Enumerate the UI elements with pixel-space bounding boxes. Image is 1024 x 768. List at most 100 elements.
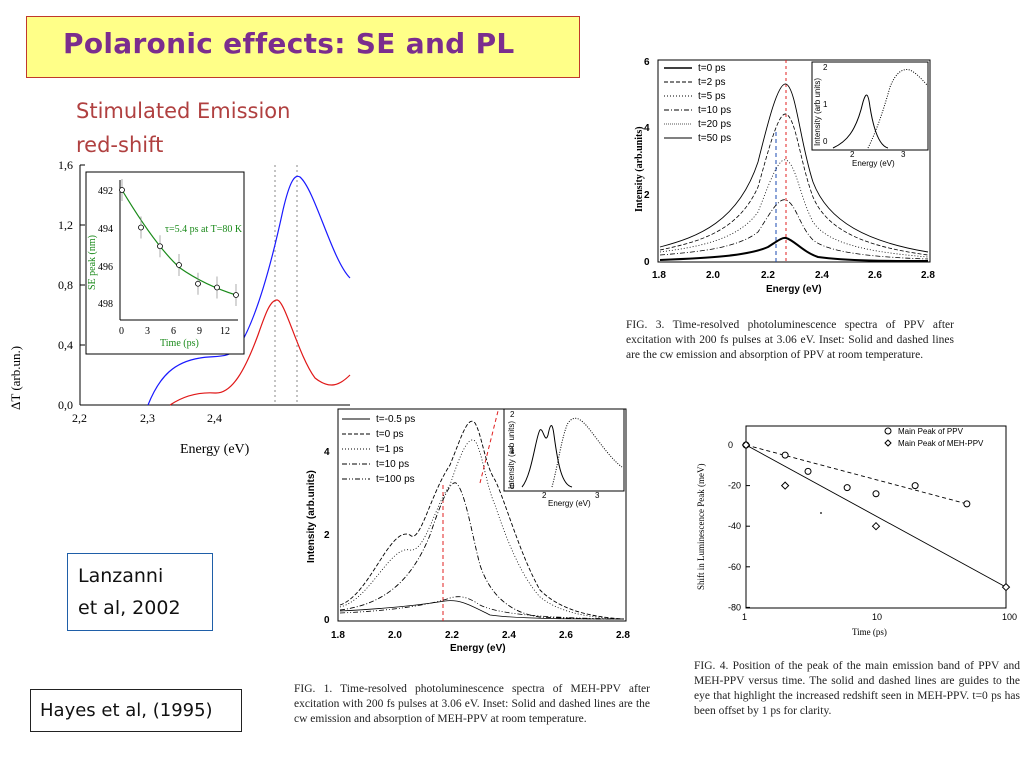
- inset-ytick: 496: [98, 262, 113, 273]
- fig1-curve-3: [339, 482, 625, 620]
- fig3-curve-5: [659, 236, 929, 262]
- fig1-ylabel: Intensity (arb.units): [306, 470, 317, 563]
- inset-point: [157, 243, 163, 250]
- xtick: 2,3: [140, 411, 155, 425]
- fig3-ytick: 6: [644, 57, 650, 68]
- fig3-inset-emission: [832, 94, 889, 149]
- se-chart-xticks: 2,2 2,3 2,4: [72, 411, 222, 425]
- inset-annotation: τ=5.4 ps at T=80 K: [165, 224, 243, 235]
- inset-xtick: 3: [145, 326, 150, 337]
- fig4-plot: [741, 440, 1011, 592]
- fig3-ytick: 4: [644, 123, 650, 134]
- fig1-xtick: 2.6: [559, 630, 573, 641]
- fig4-ppv-guide: [745, 444, 967, 505]
- subtitle-line-2: red-shift: [76, 133, 164, 157]
- fig3-ytick: 0: [644, 257, 650, 268]
- fig1-caption: FIG. 1. Time-resolved photoluminescence …: [294, 683, 650, 725]
- fig1-inset-xtick: 2: [542, 491, 547, 500]
- fig4-xtick: 100: [1002, 612, 1017, 622]
- inset-ytick: 492: [98, 186, 113, 197]
- fig3-inset-xtick: 2: [850, 150, 855, 159]
- fig1-inset-ylabel: Intensity (arb units): [507, 421, 516, 489]
- fig1-legend-2: t=1 ps: [376, 444, 404, 455]
- fig4-chart: Shift in Luminescence Peak (meV) 1 10 100 0…: [696, 425, 1017, 637]
- se-red-curve: [169, 299, 351, 406]
- inset-point: [233, 292, 239, 298]
- fig4-meh-guide: [745, 444, 1007, 588]
- fig3-curve-3: [659, 199, 929, 260]
- fig1-curve-1: [339, 420, 625, 620]
- fig3-ytick: 2: [644, 190, 650, 201]
- inset-point: [195, 280, 201, 287]
- se-chart-yticks: 1,6 1,2 0,8 0,4 0,0: [58, 158, 85, 412]
- fig1-xtick: 2.2: [445, 630, 459, 641]
- fig4-xtick: 1: [742, 612, 747, 622]
- fig1-inset-xlabel: Energy (eV): [548, 499, 591, 508]
- fig4-ytick: -60: [728, 562, 741, 572]
- xtick: 2,4: [207, 411, 222, 425]
- fig3-legend-0: t=0 ps: [698, 63, 726, 74]
- ytick: 0,4: [58, 338, 73, 352]
- fig3-chart: Intensity (arb.units) 6 4 2 0 1.8 2.0 2.…: [634, 57, 935, 295]
- inset-xtick: 0: [119, 326, 124, 337]
- se-chart-xlabel: Energy (eV): [180, 442, 250, 457]
- se-blue-curve: [147, 175, 351, 406]
- fig1-inset-xtick: 3: [595, 491, 600, 500]
- fig3-inset-ylabel: Intensity (arb units): [813, 78, 822, 146]
- title-box: Polaronic effects: SE and PL: [26, 16, 580, 78]
- subtitle: Stimulated Emission red-shift: [76, 94, 290, 162]
- fig4-ppv-point: [911, 482, 919, 490]
- fig3-xtick: 2.0: [706, 270, 720, 281]
- fig4-meh-point: [871, 521, 881, 531]
- inset-point: [214, 284, 220, 291]
- fig4-meh-point: [1001, 582, 1011, 592]
- inset-point: [138, 224, 144, 231]
- fig4-ppv-point: [781, 451, 789, 459]
- fig3-caption: FIG. 3. Time-resolved photoluminescence …: [626, 319, 954, 361]
- fig1-legend-3: t=10 ps: [376, 459, 409, 470]
- fig4-meh-point: [741, 440, 751, 450]
- fig3-legend-3: t=10 ps: [698, 105, 731, 116]
- lanzanni-line-2: et al, 2002: [78, 597, 181, 619]
- fig3-legend: t=0 ps t=2 ps t=5 ps t=10 ps t=20 ps t=5…: [664, 63, 731, 144]
- fig1-legend-4: t=100 ps: [376, 474, 415, 485]
- ytick: 1,2: [58, 218, 73, 232]
- fig4-ytick: -40: [728, 521, 741, 531]
- fig4-caption: FIG. 4. Position of the peak of the main…: [694, 660, 1020, 717]
- fig3-xtick: 2.8: [921, 270, 935, 281]
- inset-xtick: 12: [220, 326, 230, 337]
- slide-title: Polaronic effects: SE and PL: [63, 27, 515, 60]
- fig1-xtick: 2.8: [616, 630, 630, 641]
- ytick: 0,0: [58, 398, 73, 412]
- fig1-legend: t=-0.5 ps t=0 ps t=1 ps t=10 ps t=100 ps: [342, 414, 415, 485]
- fig1-ytick: 4: [324, 447, 330, 458]
- xtick: 2,2: [72, 411, 87, 425]
- fig1-xtick: 2.4: [502, 630, 516, 641]
- lanzanni-line-1: Lanzanni: [78, 565, 164, 587]
- inset-points: [119, 179, 239, 306]
- fig3-xtick: 2.6: [868, 270, 882, 281]
- fig3-xtick: 1.8: [652, 270, 666, 281]
- ytick: 0,8: [58, 278, 73, 292]
- fig1-chart: Intensity (arb.units) 4 2 0 1.8 2.0 2.2 …: [306, 408, 630, 654]
- fig4-ppv-point: [872, 490, 880, 498]
- fig1-curve-4: [339, 596, 625, 620]
- fig4-meh-point: [780, 481, 790, 490]
- fig3-inset-xlabel: Energy (eV): [852, 159, 895, 168]
- fig4-ppv-point: [963, 500, 971, 508]
- se-chart-ylabel: ΔT (arb.un.): [8, 346, 23, 410]
- inset-xlabel: Time (ps): [160, 338, 199, 349]
- inset-ylabel: SE peak (nm): [87, 235, 98, 290]
- fig3-inset-xtick: 3: [901, 150, 906, 159]
- fig1-legend-1: t=0 ps: [376, 429, 404, 440]
- fig1-ytick: 0: [324, 615, 330, 626]
- fig4-legend: Main Peak of PPV Main Peak of MEH-PPV: [884, 427, 984, 448]
- fig3-xtick: 2.4: [815, 270, 829, 281]
- fig3-inset-ytick: 0: [823, 137, 828, 146]
- fig3-xlabel: Energy (eV): [766, 284, 822, 295]
- fig4-legend-1: Main Peak of MEH-PPV: [898, 439, 984, 448]
- fig4-ytick: 0: [728, 440, 733, 450]
- fig1-inset-ytick: 1: [510, 446, 515, 455]
- inset-xtick: 6: [171, 326, 176, 337]
- se-chart: ΔT (arb.un.) 1,6 1,2 0,8 0,4 0,0 2,2 2,3…: [8, 158, 351, 457]
